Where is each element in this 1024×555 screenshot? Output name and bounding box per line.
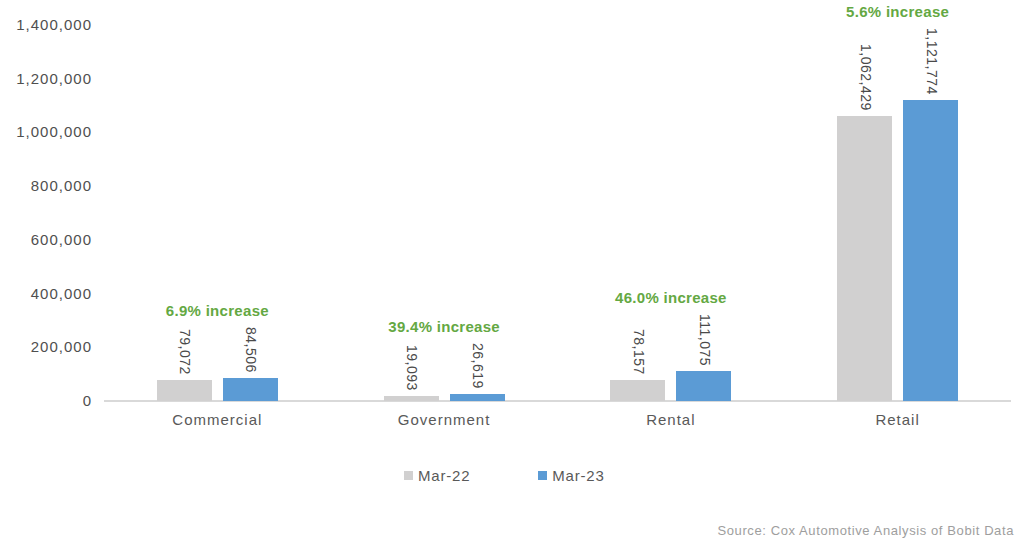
y-tick-label: 200,000 — [0, 338, 92, 356]
bar-value-label: 19,093 — [403, 345, 420, 391]
bar-value-label: 1,121,774 — [923, 28, 940, 95]
increase-annotation: 6.9% increase — [97, 302, 337, 319]
mar22-swatch-icon — [404, 471, 413, 480]
increase-annotation: 46.0% increase — [551, 289, 791, 306]
increase-annotation: 5.6% increase — [778, 3, 1018, 20]
bar-mar-23-rental — [676, 371, 731, 401]
bar-value-label: 84,506 — [242, 327, 259, 373]
legend-item-mar22: Mar-22 — [404, 467, 470, 484]
bar-value-label: 111,075 — [696, 314, 713, 366]
category-label-government: Government — [331, 410, 557, 429]
bar-value-label: 26,619 — [469, 343, 486, 389]
y-tick-label: 600,000 — [0, 231, 92, 249]
legend-item-mar23: Mar-23 — [538, 467, 604, 484]
category-label-commercial: Commercial — [104, 410, 330, 429]
y-tick-label: 1,000,000 — [0, 123, 92, 141]
bar-mar-23-commercial — [223, 378, 278, 401]
legend: Mar-22 Mar-23 — [404, 467, 605, 484]
bar-value-label: 78,157 — [630, 329, 647, 375]
y-tick-label: 800,000 — [0, 177, 92, 195]
bar-mar-23-government — [450, 394, 505, 401]
mar23-swatch-icon — [538, 471, 547, 480]
y-tick-label: 1,200,000 — [0, 70, 92, 88]
source-note: Source: Cox Automotive Analysis of Bobit… — [717, 523, 1014, 538]
category-label-retail: Retail — [785, 410, 1011, 429]
bar-value-label: 79,072 — [176, 329, 193, 375]
y-tick-label: 0 — [0, 392, 92, 410]
category-label-rental: Rental — [558, 410, 784, 429]
legend-label-mar23: Mar-23 — [552, 467, 604, 484]
bar-value-label: 1,062,429 — [857, 44, 874, 111]
bar-mar-22-retail — [837, 116, 892, 401]
bar-mar-22-government — [384, 396, 439, 401]
bar-mar-23-retail — [903, 100, 958, 401]
increase-annotation: 39.4% increase — [324, 318, 564, 335]
y-tick-label: 400,000 — [0, 285, 92, 303]
bar-mar-22-rental — [610, 380, 665, 401]
bar-mar-22-commercial — [157, 380, 212, 401]
legend-label-mar22: Mar-22 — [418, 467, 470, 484]
y-tick-label: 1,400,000 — [0, 16, 92, 34]
grouped-bar-chart: 0 200,000 400,000 600,000 800,000 1,000,000 1,… — [0, 0, 1024, 555]
